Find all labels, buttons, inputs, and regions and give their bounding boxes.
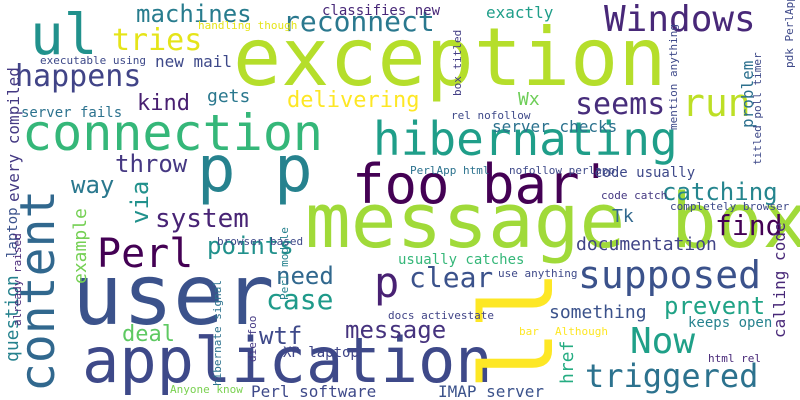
word: points	[207, 232, 294, 260]
word: hibernating	[373, 112, 678, 166]
word: executable using	[40, 54, 146, 67]
word: prevent	[664, 292, 766, 320]
word: keeps open	[688, 315, 773, 331]
word: p	[374, 258, 400, 307]
word: Although	[555, 325, 608, 338]
word: href	[557, 340, 578, 384]
word: calling code	[770, 222, 789, 338]
word: throw	[115, 150, 188, 178]
word: machines	[136, 0, 252, 28]
word: XP laptop	[283, 345, 359, 361]
word: ul	[30, 3, 98, 68]
word: titled poll timer	[751, 52, 764, 165]
word: Wx	[518, 89, 540, 110]
word: triggered	[585, 357, 759, 395]
word: system	[155, 204, 249, 234]
word: pdk PerlApp	[783, 0, 796, 68]
word: PerlApp html	[410, 164, 490, 177]
word: foo bar'	[352, 153, 613, 216]
word: Windows	[604, 0, 756, 40]
word: server fails	[21, 105, 123, 121]
word: use anything	[498, 267, 578, 280]
word: code catch	[601, 189, 668, 202]
word: rel nofollow	[451, 109, 531, 122]
word: completely browser	[670, 200, 790, 213]
word: wtf	[259, 322, 303, 350]
word: supposed	[578, 253, 762, 297]
word: die foo	[246, 315, 259, 362]
word: application	[82, 324, 493, 397]
word: Anyone know	[170, 383, 243, 396]
word: box titled	[451, 29, 464, 96]
word: something	[549, 302, 647, 323]
word: html rel	[708, 352, 761, 365]
word: every compiled	[4, 67, 23, 202]
word: code usually	[594, 165, 696, 181]
word: Tk	[612, 206, 634, 227]
word: Perl software	[251, 382, 377, 400]
word: classifies new	[322, 3, 441, 19]
word: way	[71, 171, 115, 199]
word: p p	[197, 133, 313, 207]
word: connection	[22, 104, 324, 162]
word: happens	[15, 59, 142, 94]
word: exception	[233, 11, 667, 104]
word: kind	[137, 91, 190, 116]
word: tries	[112, 23, 203, 58]
word: catching	[662, 178, 778, 206]
word: usually catches	[398, 252, 525, 268]
word: delivering	[287, 88, 420, 113]
word: message	[345, 316, 447, 344]
word: clear	[409, 261, 494, 294]
word: handling though	[198, 19, 298, 32]
word: IMAP server	[438, 382, 544, 400]
word: message box	[305, 176, 800, 265]
word: example	[70, 208, 91, 284]
word: gets	[207, 86, 251, 107]
word: reconnect	[283, 5, 435, 38]
word: server checks	[492, 117, 618, 136]
word: nofollow perlapp	[509, 164, 615, 177]
word: bar	[519, 325, 539, 338]
word: new mail	[155, 52, 233, 71]
word: documentation	[576, 234, 717, 255]
word: exactly	[486, 3, 554, 22]
word: Perl	[97, 231, 194, 277]
word: docs activestate	[388, 309, 494, 322]
word: find	[715, 209, 783, 242]
word: Now	[630, 321, 696, 362]
word: seems	[575, 87, 666, 122]
word: hibernate signal	[211, 280, 224, 386]
word: deal	[122, 322, 175, 347]
word: mention anything	[667, 24, 680, 130]
word: run	[682, 81, 751, 125]
word: need	[276, 262, 334, 290]
word: browser based	[217, 235, 304, 248]
word: user	[72, 246, 275, 344]
word: via	[126, 180, 154, 224]
word: already raised	[11, 233, 24, 326]
word: case	[266, 283, 334, 316]
